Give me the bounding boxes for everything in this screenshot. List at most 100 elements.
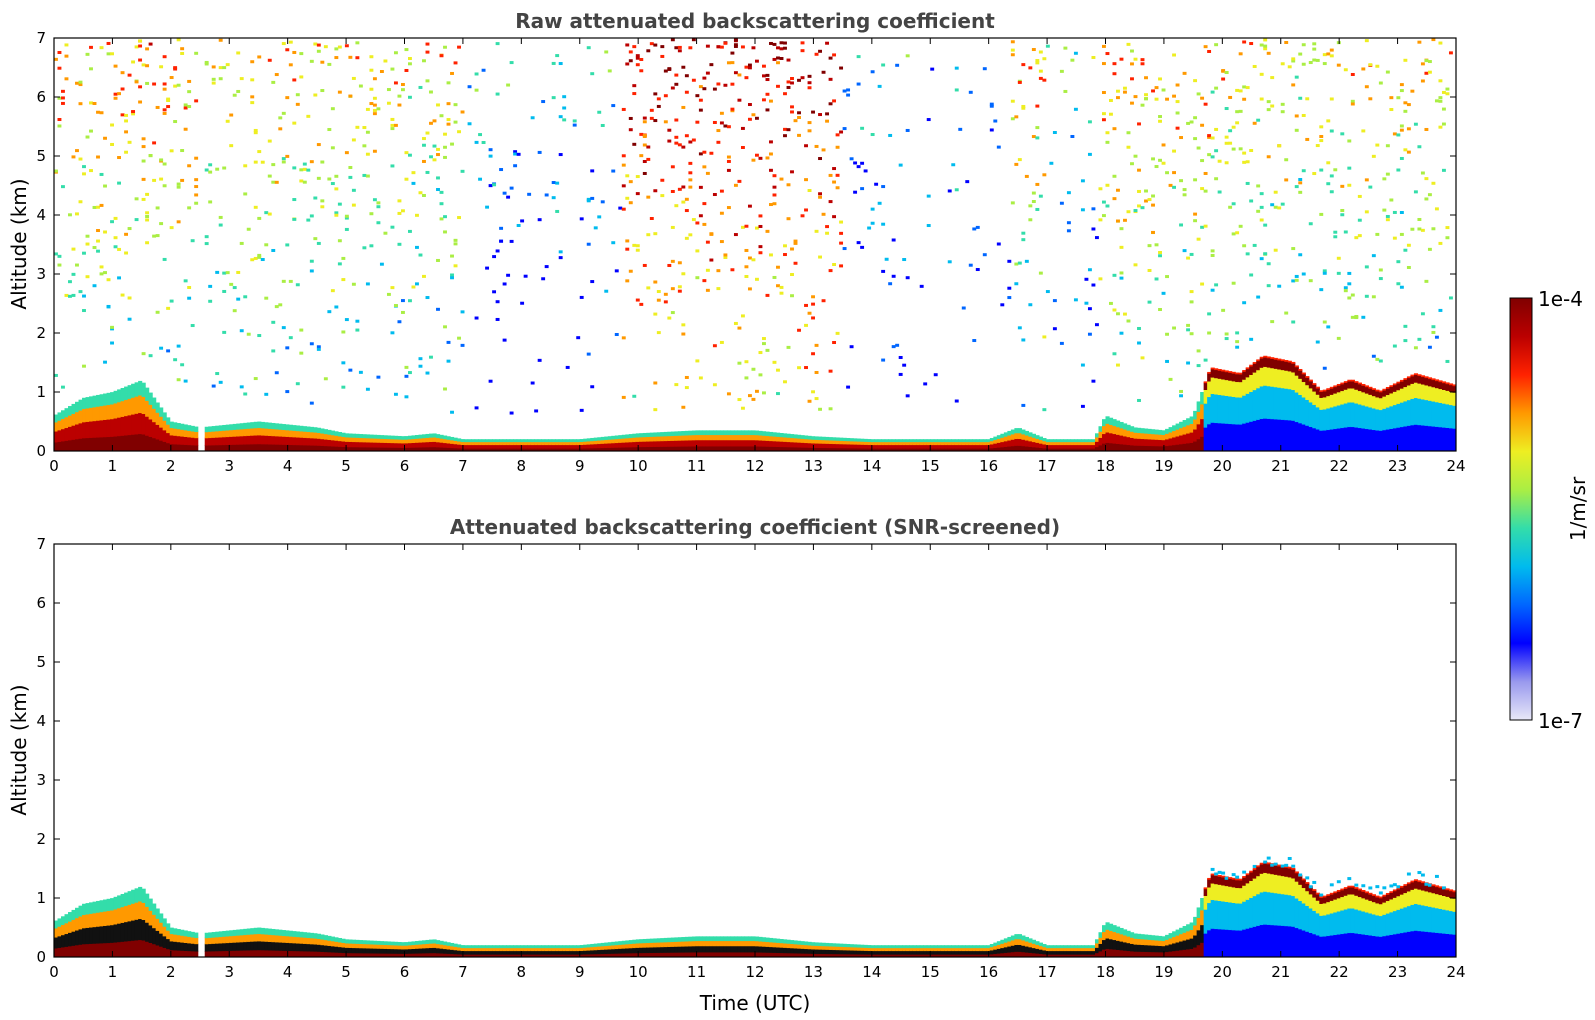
signal-speck (1350, 315, 1355, 319)
boundary-layer-cell (719, 439, 725, 447)
boundary-layer-cell (653, 946, 658, 953)
boundary-layer-cell (1116, 420, 1121, 428)
signal-speck (1175, 126, 1180, 130)
boundary-layer-cell (1140, 934, 1145, 940)
boundary-layer-cell (176, 428, 181, 437)
boundary-layer-cell (351, 437, 357, 443)
boundary-layer-cell (951, 945, 956, 949)
boundary-layer-cell (85, 407, 90, 422)
boundary-layer-cell (250, 435, 255, 445)
signal-speck (96, 110, 100, 114)
boundary-layer-cell (902, 950, 907, 955)
boundary-layer-cell (1024, 439, 1029, 447)
boundary-layer-cell (1130, 950, 1135, 957)
boundary-layer-cell (180, 950, 185, 957)
boundary-layer-cell (744, 434, 749, 441)
boundary-layer-cell (379, 953, 385, 957)
boundary-layer-cell (358, 446, 364, 451)
boundary-layer-cell (253, 949, 258, 957)
boundary-layer-cell (1031, 947, 1036, 954)
signal-speck (1151, 230, 1155, 234)
boundary-layer-cell (1031, 441, 1036, 448)
boundary-layer-cell (295, 425, 300, 432)
boundary-layer-cell (797, 948, 802, 954)
boundary-layer-cell (327, 439, 332, 447)
boundary-layer-cell (916, 947, 921, 952)
boundary-layer-cell (979, 444, 984, 449)
boundary-layer-cell (271, 435, 276, 445)
signal-speck (211, 77, 216, 81)
signal-speck (1343, 68, 1348, 72)
boundary-layer-cell (1249, 365, 1254, 376)
boundary-layer-cell (562, 444, 567, 449)
signal-speck (625, 247, 630, 251)
signal-speck (1445, 226, 1450, 230)
boundary-layer-cell (173, 428, 178, 436)
boundary-layer-cell (1231, 902, 1236, 931)
signal-speck (1035, 136, 1040, 140)
boundary-layer-cell (1144, 939, 1149, 946)
boundary-layer-cell (1105, 948, 1110, 957)
boundary-layer-cell (874, 950, 879, 955)
boundary-layer-cell (716, 430, 721, 436)
boundary-layer-cell (1217, 900, 1222, 930)
boundary-layer-cell (684, 940, 690, 947)
signal-speck (1315, 340, 1320, 344)
boundary-layer-cell (747, 945, 753, 953)
signal-speck (1291, 320, 1296, 324)
boundary-layer-cell (1007, 945, 1012, 953)
boundary-layer-cell (1301, 878, 1306, 881)
boundary-layer-cell (923, 945, 928, 949)
boundary-layer-cell (1413, 374, 1419, 383)
signal-speck (1182, 188, 1187, 192)
signal-speck (930, 67, 935, 71)
boundary-layer-cell (1263, 385, 1268, 419)
boundary-layer-cell (369, 940, 374, 945)
boundary-layer-cell (1448, 383, 1454, 386)
signal-speck (372, 198, 377, 202)
boundary-layer-cell (450, 953, 455, 957)
signal-speck (996, 242, 1001, 246)
boundary-layer-cell (106, 925, 111, 944)
boundary-layer-cell (453, 443, 458, 449)
boundary-layer-cell (166, 432, 171, 444)
boundary-layer-cell (1333, 386, 1338, 394)
boundary-layer-cell (1438, 380, 1443, 383)
boundary-layer-cell (625, 434, 630, 439)
signal-speck (751, 397, 756, 401)
boundary-layer-cell (684, 951, 690, 957)
boundary-layer-cell (972, 945, 977, 949)
signal-speck (110, 142, 114, 146)
boundary-layer-cell (1284, 360, 1289, 362)
boundary-layer-cell (846, 943, 851, 948)
boundary-layer-cell (464, 444, 469, 449)
boundary-layer-cell (239, 929, 244, 936)
boundary-layer-cell (288, 436, 293, 446)
boundary-layer-cell (1189, 432, 1194, 443)
boundary-layer-cell (110, 436, 115, 451)
boundary-layer-cell (1312, 933, 1317, 957)
signal-speck (688, 178, 693, 182)
boundary-layer-cell (860, 953, 865, 957)
signal-speck (1203, 171, 1208, 175)
boundary-layer-cell (134, 382, 139, 397)
boundary-layer-cell (1403, 378, 1408, 380)
boundary-layer-cell (891, 947, 896, 952)
y-tick-label: 0 (36, 442, 46, 460)
boundary-layer-cell (393, 948, 399, 954)
boundary-layer-cell (1266, 418, 1271, 451)
signal-speck (790, 105, 794, 109)
signal-speck (1101, 200, 1106, 204)
boundary-layer-cell (835, 437, 840, 441)
boundary-layer-cell (653, 952, 658, 957)
boundary-layer-cell (488, 947, 493, 952)
boundary-layer-cell (120, 893, 125, 908)
boundary-layer-cell (82, 943, 87, 957)
boundary-layer-cell (1410, 383, 1415, 399)
signal-speck (1017, 80, 1022, 84)
boundary-layer-cell (762, 446, 767, 451)
boundary-layer-cell (337, 946, 343, 953)
boundary-layer-cell (551, 945, 556, 949)
signal-speck (982, 253, 987, 257)
signal-speck (1112, 352, 1117, 356)
